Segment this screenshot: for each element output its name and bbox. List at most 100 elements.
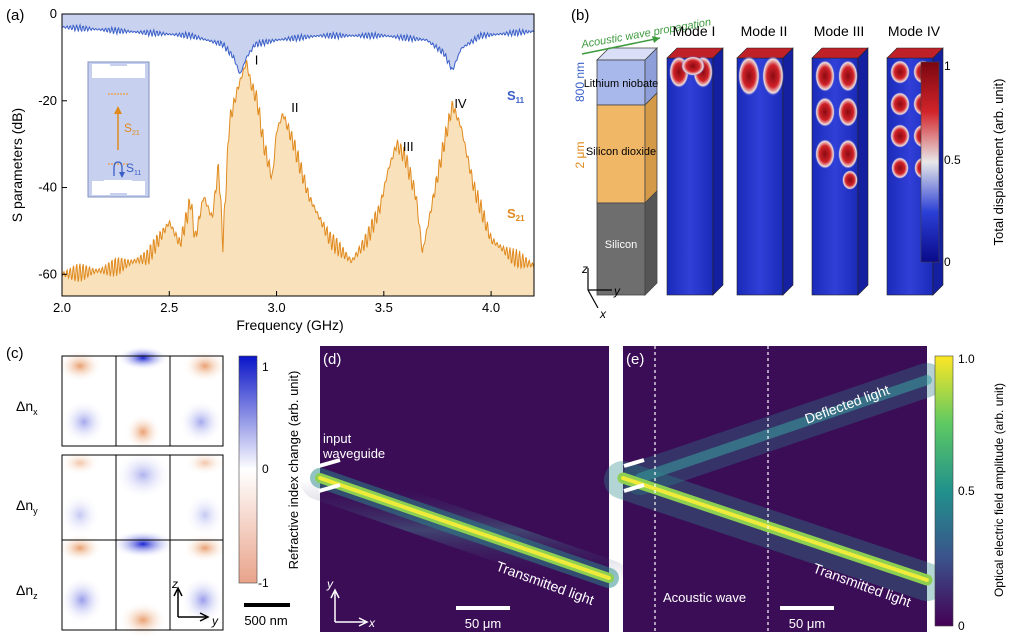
displacement-lobe	[890, 60, 910, 84]
plot-frame	[61, 13, 535, 297]
y-tick-label: 0	[50, 6, 57, 21]
displacement-lobe	[890, 92, 910, 116]
axis-y-c: y	[211, 614, 219, 628]
mode-block-1: Mode I	[666, 23, 724, 296]
cbar-field-label: Optical electric field amplitude (arb. u…	[992, 383, 1006, 597]
panel-label-e: (e)	[626, 351, 644, 368]
dim-800nm: 800 nm	[573, 62, 587, 102]
mode-renderings: Mode I Mode II Mode III Mode IV	[666, 23, 944, 296]
axis-y-d: y	[326, 577, 334, 591]
displacement-lobe	[891, 157, 909, 179]
panel-label-b: (b)	[571, 7, 589, 24]
cbar-ri-tick-0: 0	[262, 462, 269, 476]
mode-side-face	[782, 47, 794, 296]
index-blob	[58, 534, 102, 562]
peak-label-II: II	[291, 100, 298, 115]
cbar-ri-tick-1: 1	[262, 360, 269, 374]
index-blob	[119, 602, 167, 636]
layer-label-si: Silicon	[605, 239, 637, 251]
acoustic-arrow	[581, 37, 661, 55]
index-blob	[58, 350, 102, 382]
index-blob	[125, 414, 161, 450]
scalebar-50um-e: 50 μm	[789, 616, 825, 631]
y-tick-label: -40	[38, 180, 57, 195]
mode-top-face	[736, 47, 794, 59]
cbar-disp-tick-0: 0	[944, 255, 951, 269]
index-blob	[179, 400, 223, 444]
row-label-x: Δnx	[16, 398, 38, 417]
x-tick-label: 2.5	[160, 300, 178, 315]
mode-block-2: Mode II	[736, 23, 794, 296]
acoustic-arrow-head	[652, 36, 660, 43]
axis-z-c: z	[171, 577, 178, 591]
x-tick-label: 4.0	[482, 300, 500, 315]
index-blob	[60, 576, 104, 624]
axis-x-d: x	[368, 616, 376, 630]
layer-label-ln: Lithium niobate	[584, 78, 659, 90]
index-blob	[183, 534, 227, 562]
mode-title-1: Mode I	[673, 23, 716, 39]
mode-side-face	[712, 47, 724, 296]
x-tick-label: 3.0	[268, 300, 286, 315]
s11-area	[62, 14, 534, 74]
displacement-lobe	[762, 56, 784, 96]
cbar-field-tick-0: 0	[958, 619, 965, 633]
y-tick-label: -60	[38, 266, 57, 281]
displacement-lobe	[890, 124, 910, 148]
panel-label-a: (a)	[6, 7, 24, 24]
colorbar-field	[934, 355, 954, 627]
scalebar-500nm-label: 500 nm	[244, 613, 287, 628]
displacement-lobe	[838, 60, 858, 92]
colorbar-displacement	[920, 61, 940, 263]
index-blob	[111, 530, 175, 558]
axis-x-b: x	[599, 307, 607, 321]
displacement-lobe	[838, 139, 858, 169]
row-label-z: Δnz	[16, 582, 38, 601]
map-frame	[61, 539, 224, 631]
y-tick-label: -20	[38, 93, 57, 108]
colorbar-index	[238, 355, 258, 584]
scalebar-50um-d: 50 μm	[465, 616, 501, 631]
mode-front-face	[666, 57, 714, 296]
displacement-lobe	[842, 170, 858, 190]
index-blob	[60, 451, 100, 475]
mode-title-3: Mode III	[814, 23, 865, 39]
mode-side-face	[857, 47, 869, 296]
field-map-e	[604, 346, 946, 632]
index-map-x: Δnx	[16, 346, 227, 450]
index-map-z: Δnz	[16, 530, 227, 636]
mode-front-face	[736, 57, 784, 296]
index-blob	[185, 451, 225, 475]
cbar-disp-label: Total displacement (arb. unit)	[991, 79, 1006, 246]
layer-label-oxide: Silicon dioxide	[586, 146, 656, 158]
y-axis-label: S parameters (dB)	[9, 108, 25, 222]
peak-label-I: I	[255, 52, 259, 67]
cbar-disp-tick-05: 0.5	[944, 153, 961, 167]
displacement-lobe	[815, 97, 835, 127]
label-acoustic-wave: Acoustic wave	[663, 590, 746, 605]
x-tick-label: 3.5	[375, 300, 393, 315]
cbar-field-tick-1: 1.0	[958, 352, 975, 366]
label-input-wg-1: input	[323, 431, 352, 446]
displacement-lobe	[681, 56, 705, 76]
index-blob	[181, 576, 225, 624]
dim-2um: 2 μm	[573, 142, 587, 169]
row-label-y: Δny	[16, 497, 38, 516]
map-frame	[61, 355, 224, 447]
peak-label-III: III	[403, 139, 414, 154]
index-blob	[115, 451, 171, 499]
displacement-lobe	[815, 139, 835, 169]
axis-z-b: z	[581, 262, 588, 276]
peak-label-IV: IV	[454, 96, 467, 111]
index-blob	[183, 350, 227, 382]
panel-label-d: (d)	[323, 351, 341, 368]
label-input-wg-2: waveguide	[322, 446, 385, 461]
panel-label-c: (c)	[6, 345, 24, 362]
cbar-disp-tick-1: 1	[944, 59, 951, 73]
s21-area	[62, 60, 534, 296]
cbar-field-tick-05: 0.5	[958, 484, 975, 498]
index-blob	[185, 493, 225, 537]
x-axis-label: Frequency (GHz)	[236, 317, 343, 333]
mode-top-face	[886, 47, 944, 59]
